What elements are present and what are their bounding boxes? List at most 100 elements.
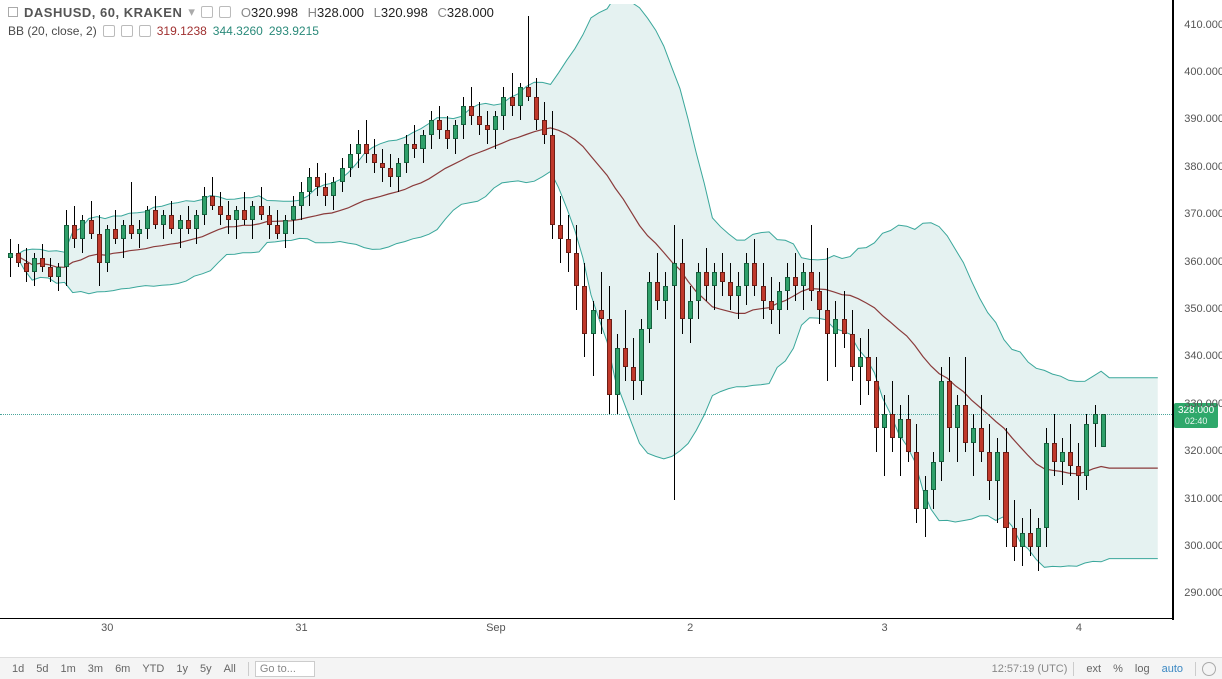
- candle-body: [591, 310, 596, 334]
- candle-body: [728, 282, 733, 296]
- range-button-All[interactable]: All: [218, 661, 242, 677]
- x-tick-label: 4: [1076, 622, 1082, 634]
- price-chart[interactable]: [6, 2, 1172, 618]
- candle-body: [97, 234, 102, 262]
- candle-body: [963, 405, 968, 443]
- candle-body: [931, 462, 936, 490]
- candle-body: [923, 490, 928, 509]
- range-button-6m[interactable]: 6m: [109, 661, 136, 677]
- x-tick-label: Sep: [486, 622, 506, 634]
- candle-body: [1003, 452, 1008, 528]
- candle-wick: [1070, 424, 1071, 476]
- candle-body: [307, 177, 312, 191]
- candle-wick: [973, 414, 974, 476]
- candle-wick: [738, 272, 739, 319]
- candle-body: [388, 168, 393, 177]
- y-axis: [1172, 0, 1174, 620]
- toolbar-button-ext[interactable]: ext: [1080, 661, 1107, 677]
- candle-body: [1060, 452, 1065, 461]
- candle-body: [234, 210, 239, 219]
- candle-body: [202, 196, 207, 215]
- y-tick-label: 400.000: [1176, 66, 1222, 78]
- candle-body: [850, 334, 855, 367]
- goto-input[interactable]: Go to...: [255, 661, 315, 677]
- clock-label: 12:57:19 (UTC): [992, 663, 1068, 675]
- candle-body: [437, 120, 442, 129]
- candle-body: [817, 291, 822, 310]
- candle-wick: [366, 120, 367, 163]
- x-tick-label: 30: [101, 622, 113, 634]
- candle-body: [250, 206, 255, 220]
- candle-body: [129, 225, 134, 234]
- candle-body: [210, 196, 215, 205]
- candle-body: [24, 263, 29, 272]
- candle-body: [534, 97, 539, 121]
- candle-body: [80, 220, 85, 239]
- gear-icon[interactable]: [1202, 662, 1216, 676]
- candle-body: [113, 229, 118, 238]
- candle-wick: [997, 438, 998, 523]
- range-button-5y[interactable]: 5y: [194, 661, 218, 677]
- candle-body: [1093, 414, 1098, 423]
- separator: [248, 662, 249, 676]
- candle-body: [372, 154, 377, 163]
- range-button-1d[interactable]: 1d: [6, 661, 30, 677]
- candle-body: [331, 182, 336, 196]
- candle-body: [242, 210, 247, 219]
- candle-body: [858, 357, 863, 366]
- candle-body: [137, 229, 142, 234]
- range-button-1m[interactable]: 1m: [55, 661, 82, 677]
- x-tick-label: 3: [881, 622, 887, 634]
- candle-body: [882, 414, 887, 428]
- y-tick-label: 350.000: [1176, 303, 1222, 315]
- candle-body: [906, 419, 911, 452]
- candle-body: [445, 130, 450, 139]
- candle-body: [550, 135, 555, 225]
- candle-body: [364, 144, 369, 153]
- y-tick-label: 340.000: [1176, 350, 1222, 362]
- candle-body: [1044, 443, 1049, 528]
- range-button-1y[interactable]: 1y: [170, 661, 194, 677]
- candle-body: [987, 452, 992, 480]
- candle-body: [161, 215, 166, 224]
- toolbar-button-%[interactable]: %: [1107, 661, 1129, 677]
- candle-body: [469, 106, 474, 115]
- range-button-5d[interactable]: 5d: [30, 661, 54, 677]
- candle-body: [226, 215, 231, 220]
- candle-body: [744, 263, 749, 287]
- candle-body: [761, 286, 766, 300]
- candle-body: [145, 210, 150, 229]
- toolbar-button-auto[interactable]: auto: [1156, 661, 1189, 677]
- candle-body: [801, 272, 806, 286]
- candle-body: [299, 192, 304, 206]
- candle-body: [32, 258, 37, 272]
- candle-body: [283, 220, 288, 234]
- countdown-label: 02:40: [1178, 416, 1214, 426]
- candle-body: [647, 282, 652, 329]
- range-button-YTD[interactable]: YTD: [136, 661, 170, 677]
- candle-wick: [10, 239, 11, 277]
- toolbar-button-log[interactable]: log: [1129, 661, 1156, 677]
- candle-body: [971, 428, 976, 442]
- y-tick-label: 370.000: [1176, 208, 1222, 220]
- candle-body: [639, 329, 644, 381]
- candle-body: [340, 168, 345, 182]
- y-tick-label: 330.000: [1176, 398, 1222, 410]
- candle-body: [769, 301, 774, 310]
- candle-body: [1101, 414, 1106, 447]
- x-tick-label: 2: [687, 622, 693, 634]
- candle-body: [291, 206, 296, 220]
- candle-body: [558, 225, 563, 239]
- candle-body: [510, 97, 515, 106]
- candle-body: [898, 419, 903, 438]
- y-tick-label: 290.000: [1176, 587, 1222, 599]
- candle-body: [712, 272, 717, 286]
- x-tick-label: 31: [295, 622, 307, 634]
- bottom-toolbar: 1d5d1m3m6mYTD1y5yAll Go to... 12:57:19 (…: [0, 657, 1222, 679]
- candle-body: [720, 272, 725, 281]
- candle-body: [186, 220, 191, 229]
- candle-body: [356, 144, 361, 153]
- separator: [1073, 662, 1074, 676]
- candle-body: [169, 215, 174, 229]
- range-button-3m[interactable]: 3m: [82, 661, 109, 677]
